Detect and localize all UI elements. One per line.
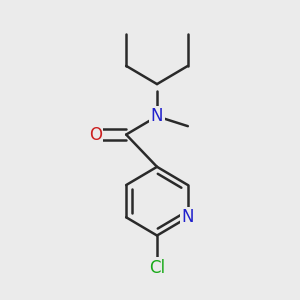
Text: O: O xyxy=(89,126,102,144)
Text: Cl: Cl xyxy=(149,259,165,277)
Text: N: N xyxy=(182,208,194,226)
Text: N: N xyxy=(151,107,163,125)
